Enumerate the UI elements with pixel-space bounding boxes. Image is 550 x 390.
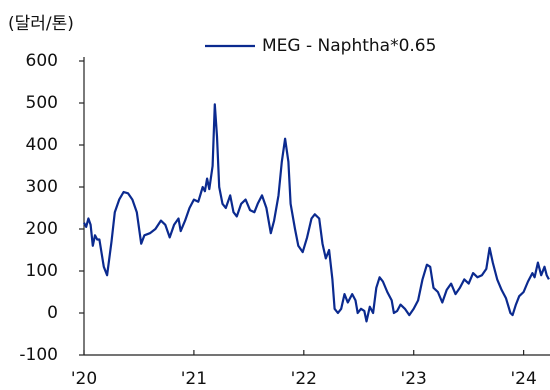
legend-label: MEG - Naphtha*0.65 <box>262 36 436 56</box>
x-tick-label: '20 <box>71 369 97 389</box>
x-tick-label: '23 <box>401 369 427 389</box>
y-tick-label: 300 <box>26 177 58 197</box>
x-tick-label: '24 <box>510 369 536 389</box>
y-tick-label: 400 <box>26 135 58 155</box>
y-tick-label: 600 <box>26 51 58 71</box>
data-line <box>83 103 550 323</box>
y-axis-label: (달러/톤) <box>8 14 74 34</box>
y-tick-label: -100 <box>19 345 58 365</box>
y-tick-label: 200 <box>26 219 58 239</box>
x-tick-label: '22 <box>291 369 317 389</box>
y-tick-label: 100 <box>26 261 58 281</box>
x-tick-label: '21 <box>181 369 207 389</box>
y-tick-label: 500 <box>26 93 58 113</box>
y-tick-label: 0 <box>47 303 58 323</box>
